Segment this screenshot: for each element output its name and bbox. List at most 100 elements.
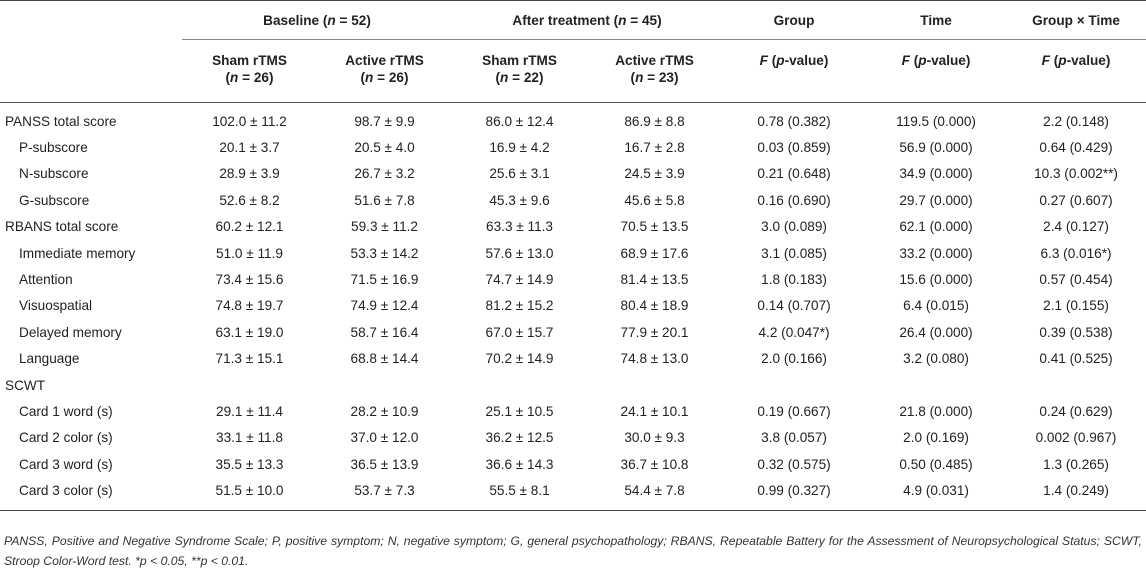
table-cell: 37.0 ± 12.0	[317, 425, 452, 451]
table-body: PANSS total score 102.0 ± 11.2 98.7 ± 9.9 8…	[0, 103, 1146, 511]
row-label: Attention	[0, 266, 182, 292]
table-row: G-subscore 52.6 ± 8.2 51.6 ± 7.8 45.3 ± 9.6…	[0, 187, 1146, 213]
table-cell: 98.7 ± 9.9	[317, 103, 452, 135]
table-cell: 51.0 ± 11.9	[182, 240, 317, 266]
row-label: Immediate memory	[0, 240, 182, 266]
table-cell	[866, 372, 1006, 398]
table-cell	[587, 372, 722, 398]
table-cell: 0.27 (0.607)	[1006, 187, 1146, 213]
header-time: Time	[866, 1, 1006, 40]
table-cell: 3.1 (0.085)	[722, 240, 866, 266]
table-cell: 20.1 ± 3.7	[182, 134, 317, 160]
table-cell: 81.2 ± 15.2	[452, 293, 587, 319]
table-row: Visuospatial 74.8 ± 19.7 74.9 ± 12.4 81.2 ±…	[0, 293, 1146, 319]
row-label: PANSS total score	[0, 103, 182, 135]
table-cell: 45.6 ± 5.8	[587, 187, 722, 213]
row-label: Card 1 word (s)	[0, 398, 182, 424]
table-cell: 4.9 (0.031)	[866, 477, 1006, 510]
table-row: Card 2 color (s) 33.1 ± 11.8 37.0 ± 12.0 36…	[0, 425, 1146, 451]
table-cell: 52.6 ± 8.2	[182, 187, 317, 213]
table-cell: 51.6 ± 7.8	[317, 187, 452, 213]
group-header-row: Baseline (n = 52) After treatment (n = 4…	[0, 1, 1146, 40]
stub-header	[0, 1, 182, 40]
subheader-sham-baseline: Sham rTMS	[182, 40, 317, 69]
table-cell: 0.03 (0.859)	[722, 134, 866, 160]
table-cell: 45.3 ± 9.6	[452, 187, 587, 213]
table-cell: 56.9 (0.000)	[866, 134, 1006, 160]
table-cell: 35.5 ± 13.3	[182, 451, 317, 477]
table-row: Delayed memory 63.1 ± 19.0 58.7 ± 16.4 67.0…	[0, 319, 1146, 345]
table-cell: 15.6 (0.000)	[866, 266, 1006, 292]
table-cell: 0.14 (0.707)	[722, 293, 866, 319]
table-cell: 74.8 ± 19.7	[182, 293, 317, 319]
table-cell: 0.19 (0.667)	[722, 398, 866, 424]
table-cell: 54.4 ± 7.8	[587, 477, 722, 510]
table-cell: 0.21 (0.648)	[722, 161, 866, 187]
table-cell: 86.9 ± 8.8	[587, 103, 722, 135]
table-cell: 63.1 ± 19.0	[182, 319, 317, 345]
table-cell: 0.99 (0.327)	[722, 477, 866, 510]
table-cell: 57.6 ± 13.0	[452, 240, 587, 266]
table-figure: Baseline (n = 52) After treatment (n = 4…	[0, 0, 1146, 571]
table-cell: 0.39 (0.538)	[1006, 319, 1146, 345]
table-row: Immediate memory 51.0 ± 11.9 53.3 ± 14.2 57…	[0, 240, 1146, 266]
sub-header-row-1: Sham rTMS Active rTMS Sham rTMS Active r…	[0, 40, 1146, 69]
table-cell: 53.3 ± 14.2	[317, 240, 452, 266]
subheader-n-sham-after: (n = 22)	[452, 68, 587, 103]
table-cell: 80.4 ± 18.9	[587, 293, 722, 319]
table-cell: 0.16 (0.690)	[722, 187, 866, 213]
row-label: Card 3 color (s)	[0, 477, 182, 510]
table-cell: 71.5 ± 16.9	[317, 266, 452, 292]
table-cell: 60.2 ± 12.1	[182, 214, 317, 240]
table-cell: 2.1 (0.155)	[1006, 293, 1146, 319]
subheader-active-baseline: Active rTMS	[317, 40, 452, 69]
table-cell: 36.7 ± 10.8	[587, 451, 722, 477]
table-cell: 33.2 (0.000)	[866, 240, 1006, 266]
table-row: P-subscore 20.1 ± 3.7 20.5 ± 4.0 16.9 ± 4.2…	[0, 134, 1146, 160]
table-cell: 74.9 ± 12.4	[317, 293, 452, 319]
table-cell: 0.002 (0.967)	[1006, 425, 1146, 451]
row-label: N-subscore	[0, 161, 182, 187]
subheader-active-after: Active rTMS	[587, 40, 722, 69]
table-cell: 10.3 (0.002**)	[1006, 161, 1146, 187]
row-label: G-subscore	[0, 187, 182, 213]
table-cell: 71.3 ± 15.1	[182, 346, 317, 372]
table-cell: 25.1 ± 10.5	[452, 398, 587, 424]
table-cell: 77.9 ± 20.1	[587, 319, 722, 345]
table-cell: 16.7 ± 2.8	[587, 134, 722, 160]
row-label: RBANS total score	[0, 214, 182, 240]
table-cell: 2.2 (0.148)	[1006, 103, 1146, 135]
table-row: Card 3 word (s) 35.5 ± 13.3 36.5 ± 13.9 36.…	[0, 451, 1146, 477]
table-cell: 119.5 (0.000)	[866, 103, 1006, 135]
row-label: Card 3 word (s)	[0, 451, 182, 477]
table-row: Attention 73.4 ± 15.6 71.5 ± 16.9 74.7 ± 14…	[0, 266, 1146, 292]
table-cell: 36.2 ± 12.5	[452, 425, 587, 451]
table-cell: 26.7 ± 3.2	[317, 161, 452, 187]
table-cell: 1.8 (0.183)	[722, 266, 866, 292]
header-group-x-time: Group × Time	[1006, 1, 1146, 40]
table-cell: 24.1 ± 10.1	[587, 398, 722, 424]
table-row: Card 3 color (s) 51.5 ± 10.0 53.7 ± 7.3 55.…	[0, 477, 1146, 510]
table-cell: 2.4 (0.127)	[1006, 214, 1146, 240]
table-cell: 0.78 (0.382)	[722, 103, 866, 135]
table-cell: 6.3 (0.016*)	[1006, 240, 1146, 266]
table-cell: 81.4 ± 13.5	[587, 266, 722, 292]
table-cell: 74.8 ± 13.0	[587, 346, 722, 372]
table-cell: 21.8 (0.000)	[866, 398, 1006, 424]
row-label: SCWT	[0, 372, 182, 398]
row-label: Language	[0, 346, 182, 372]
table-cell: 3.0 (0.089)	[722, 214, 866, 240]
table-cell: 26.4 (0.000)	[866, 319, 1006, 345]
results-table: Baseline (n = 52) After treatment (n = 4…	[0, 0, 1146, 511]
subheader-n-sham-baseline: (n = 26)	[182, 68, 317, 103]
table-cell: 53.7 ± 7.3	[317, 477, 452, 510]
table-cell: 28.2 ± 10.9	[317, 398, 452, 424]
table-cell: 0.57 (0.454)	[1006, 266, 1146, 292]
table-cell: 36.6 ± 14.3	[452, 451, 587, 477]
table-cell: 6.4 (0.015)	[866, 293, 1006, 319]
sub-header-row-2: (n = 26) (n = 26) (n = 22) (n = 23)	[0, 68, 1146, 103]
table-cell: 0.24 (0.629)	[1006, 398, 1146, 424]
table-cell: 1.3 (0.265)	[1006, 451, 1146, 477]
header-group: Group	[722, 1, 866, 40]
table-cell: 51.5 ± 10.0	[182, 477, 317, 510]
